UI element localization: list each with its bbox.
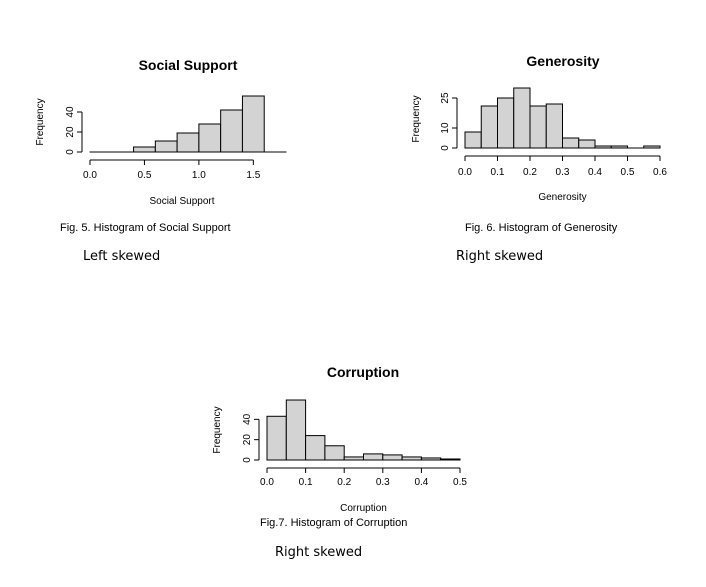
chart-title: Social Support — [139, 57, 238, 73]
x-tick-label: 1.5 — [246, 170, 260, 181]
histogram-bar — [285, 399, 307, 461]
y-axis-label: Frequency — [212, 406, 223, 453]
y-tick-label: 20 — [242, 434, 253, 446]
y-axis-label: Frequency — [35, 98, 46, 145]
y-tick-label: 20 — [65, 126, 76, 138]
x-tick-label: 0.2 — [523, 167, 537, 178]
histogram-bar — [401, 456, 422, 461]
histogram-bar — [420, 457, 442, 461]
histogram-bar — [610, 145, 628, 149]
y-axis-label: Frequency — [411, 95, 422, 142]
x-axis-label: Generosity — [538, 192, 586, 203]
fig7-caption: Fig.7. Histogram of Corruption — [260, 517, 408, 529]
histogram-bar — [363, 453, 384, 461]
y-tick-label: 25 — [440, 92, 451, 104]
histogram-bar — [578, 139, 596, 149]
histogram-bar — [343, 456, 365, 461]
histogram-bar — [440, 458, 461, 461]
x-tick-label: 0.5 — [453, 477, 467, 488]
chart-title: Corruption — [327, 364, 399, 380]
y-tick-label: 10 — [440, 122, 451, 134]
histogram-bar — [266, 415, 287, 461]
histogram-bar — [241, 95, 265, 153]
histogram-bar — [643, 145, 661, 149]
x-tick-label: 0.0 — [83, 170, 97, 181]
fig5-caption: Fig. 5. Histogram of Social Support — [60, 222, 231, 234]
x-tick-label: 0.0 — [458, 167, 472, 178]
fig5-note: Left skewed — [83, 249, 161, 264]
x-tick-label: 0.6 — [653, 167, 667, 178]
x-axis-label: Corruption — [340, 503, 387, 514]
x-tick-label: 0.2 — [337, 477, 351, 488]
x-tick-label: 0.4 — [414, 477, 428, 488]
histogram-bar — [545, 103, 563, 149]
y-tick-label: 40 — [65, 106, 76, 118]
histogram-bar — [305, 435, 326, 461]
x-tick-label: 0.0 — [260, 477, 274, 488]
x-tick-label: 1.0 — [192, 170, 206, 181]
x-tick-label: 0.1 — [491, 167, 505, 178]
x-tick-label: 0.3 — [376, 477, 390, 488]
histogram-bar — [324, 445, 345, 461]
x-tick-label: 0.5 — [137, 170, 151, 181]
x-tick-label: 0.3 — [556, 167, 570, 178]
y-tick-label: 0 — [242, 457, 253, 463]
x-tick-label: 0.1 — [299, 477, 313, 488]
fig7-note: Right skewed — [275, 545, 363, 560]
fig6-note: Right skewed — [456, 249, 544, 264]
y-tick-label: 40 — [242, 413, 253, 425]
chart-title: Generosity — [526, 53, 599, 69]
y-tick-label: 0 — [440, 145, 451, 151]
y-tick-label: 0 — [65, 149, 76, 155]
fig6-caption: Fig. 6. Histogram of Generosity — [465, 222, 618, 234]
x-tick-label: 0.5 — [621, 167, 635, 178]
histogram-bar — [382, 454, 403, 461]
x-axis-label: Social Support — [149, 196, 214, 207]
x-tick-label: 0.4 — [588, 167, 602, 178]
